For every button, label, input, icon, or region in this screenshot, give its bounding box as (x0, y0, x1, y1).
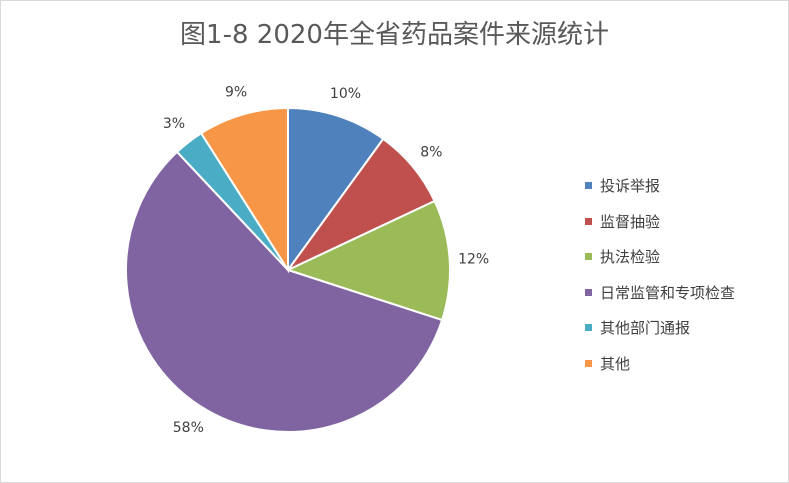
legend-item: 日常监管和专项检查 (585, 275, 735, 311)
pie-slice-3 (285, 199, 451, 322)
data-label-1: 10% (330, 86, 361, 102)
legend-label: 其他 (600, 354, 631, 373)
data-label-5: 3% (163, 116, 185, 132)
legend-swatch (585, 182, 592, 190)
pie-slice-1 (287, 106, 385, 274)
legend-swatch (585, 217, 592, 225)
data-label-3: 12% (458, 251, 489, 267)
data-label-2: 8% (420, 144, 442, 160)
pie-slice-6 (199, 106, 289, 274)
legend-label: 投诉举报 (600, 177, 661, 196)
legend-swatch (585, 359, 592, 367)
legend-label: 日常监管和专项检查 (600, 283, 736, 302)
legend-item: 执法检验 (585, 239, 735, 275)
legend-label: 执法检验 (600, 248, 661, 267)
chart-legend: 投诉举报监督抽验执法检验日常监管和专项检查 其他部门通报 其他 (585, 168, 735, 381)
legend-item: 投诉举报 (585, 168, 735, 204)
legend-label: 其他部门通报 (600, 319, 691, 338)
legend-swatch (585, 324, 592, 332)
legend-label: 监督抽验 (600, 212, 661, 231)
data-label-4: 58% (173, 420, 204, 436)
legend-swatch (585, 288, 592, 296)
chart-title: 图1-8 2020年全省药品案件来源统计 (180, 20, 609, 50)
pie-slice-4 (125, 150, 444, 433)
legend-item: 监督抽验 (585, 204, 735, 240)
data-label-6: 9% (225, 84, 247, 100)
legend-item: 其他部门通报 (585, 310, 735, 346)
legend-swatch (585, 253, 592, 261)
legend-item: 其他 (585, 346, 735, 382)
